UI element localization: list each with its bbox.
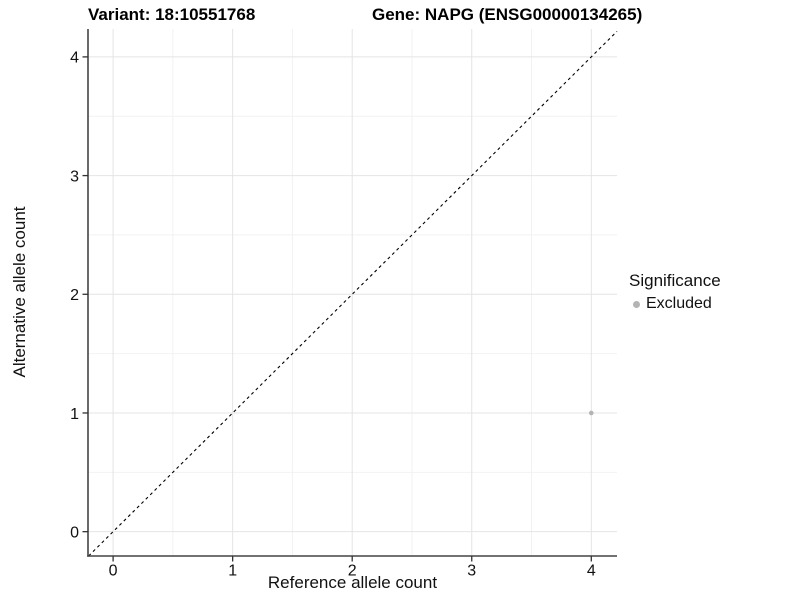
x-tick-label: 1 bbox=[228, 563, 237, 580]
x-tick-label: 4 bbox=[587, 563, 596, 580]
legend-item-excluded: Excluded bbox=[629, 295, 721, 313]
gene-title: Gene: NAPG (ENSG00000134265) bbox=[372, 5, 643, 24]
x-tick-label: 0 bbox=[109, 563, 118, 580]
y-tick-label: 3 bbox=[70, 168, 79, 185]
legend-title: Significance bbox=[629, 271, 721, 290]
legend-item-label: Excluded bbox=[646, 295, 712, 312]
x-tick-label: 2 bbox=[348, 563, 357, 580]
variant-title: Variant: 18:10551768 bbox=[88, 5, 256, 24]
x-tick-label: 3 bbox=[467, 563, 476, 580]
x-axis-title: Reference allele count bbox=[267, 573, 438, 592]
identity-reference-line bbox=[88, 30, 618, 557]
y-tick-label: 2 bbox=[70, 287, 79, 304]
y-tick-label: 0 bbox=[70, 524, 79, 541]
y-tick-label: 4 bbox=[70, 50, 79, 67]
data-point bbox=[588, 410, 594, 416]
y-axis-title: Alternative allele count bbox=[10, 206, 29, 378]
excluded-point-icon bbox=[633, 300, 640, 308]
y-tick-label: 1 bbox=[70, 406, 79, 423]
legend: Significance Excluded bbox=[629, 271, 721, 313]
